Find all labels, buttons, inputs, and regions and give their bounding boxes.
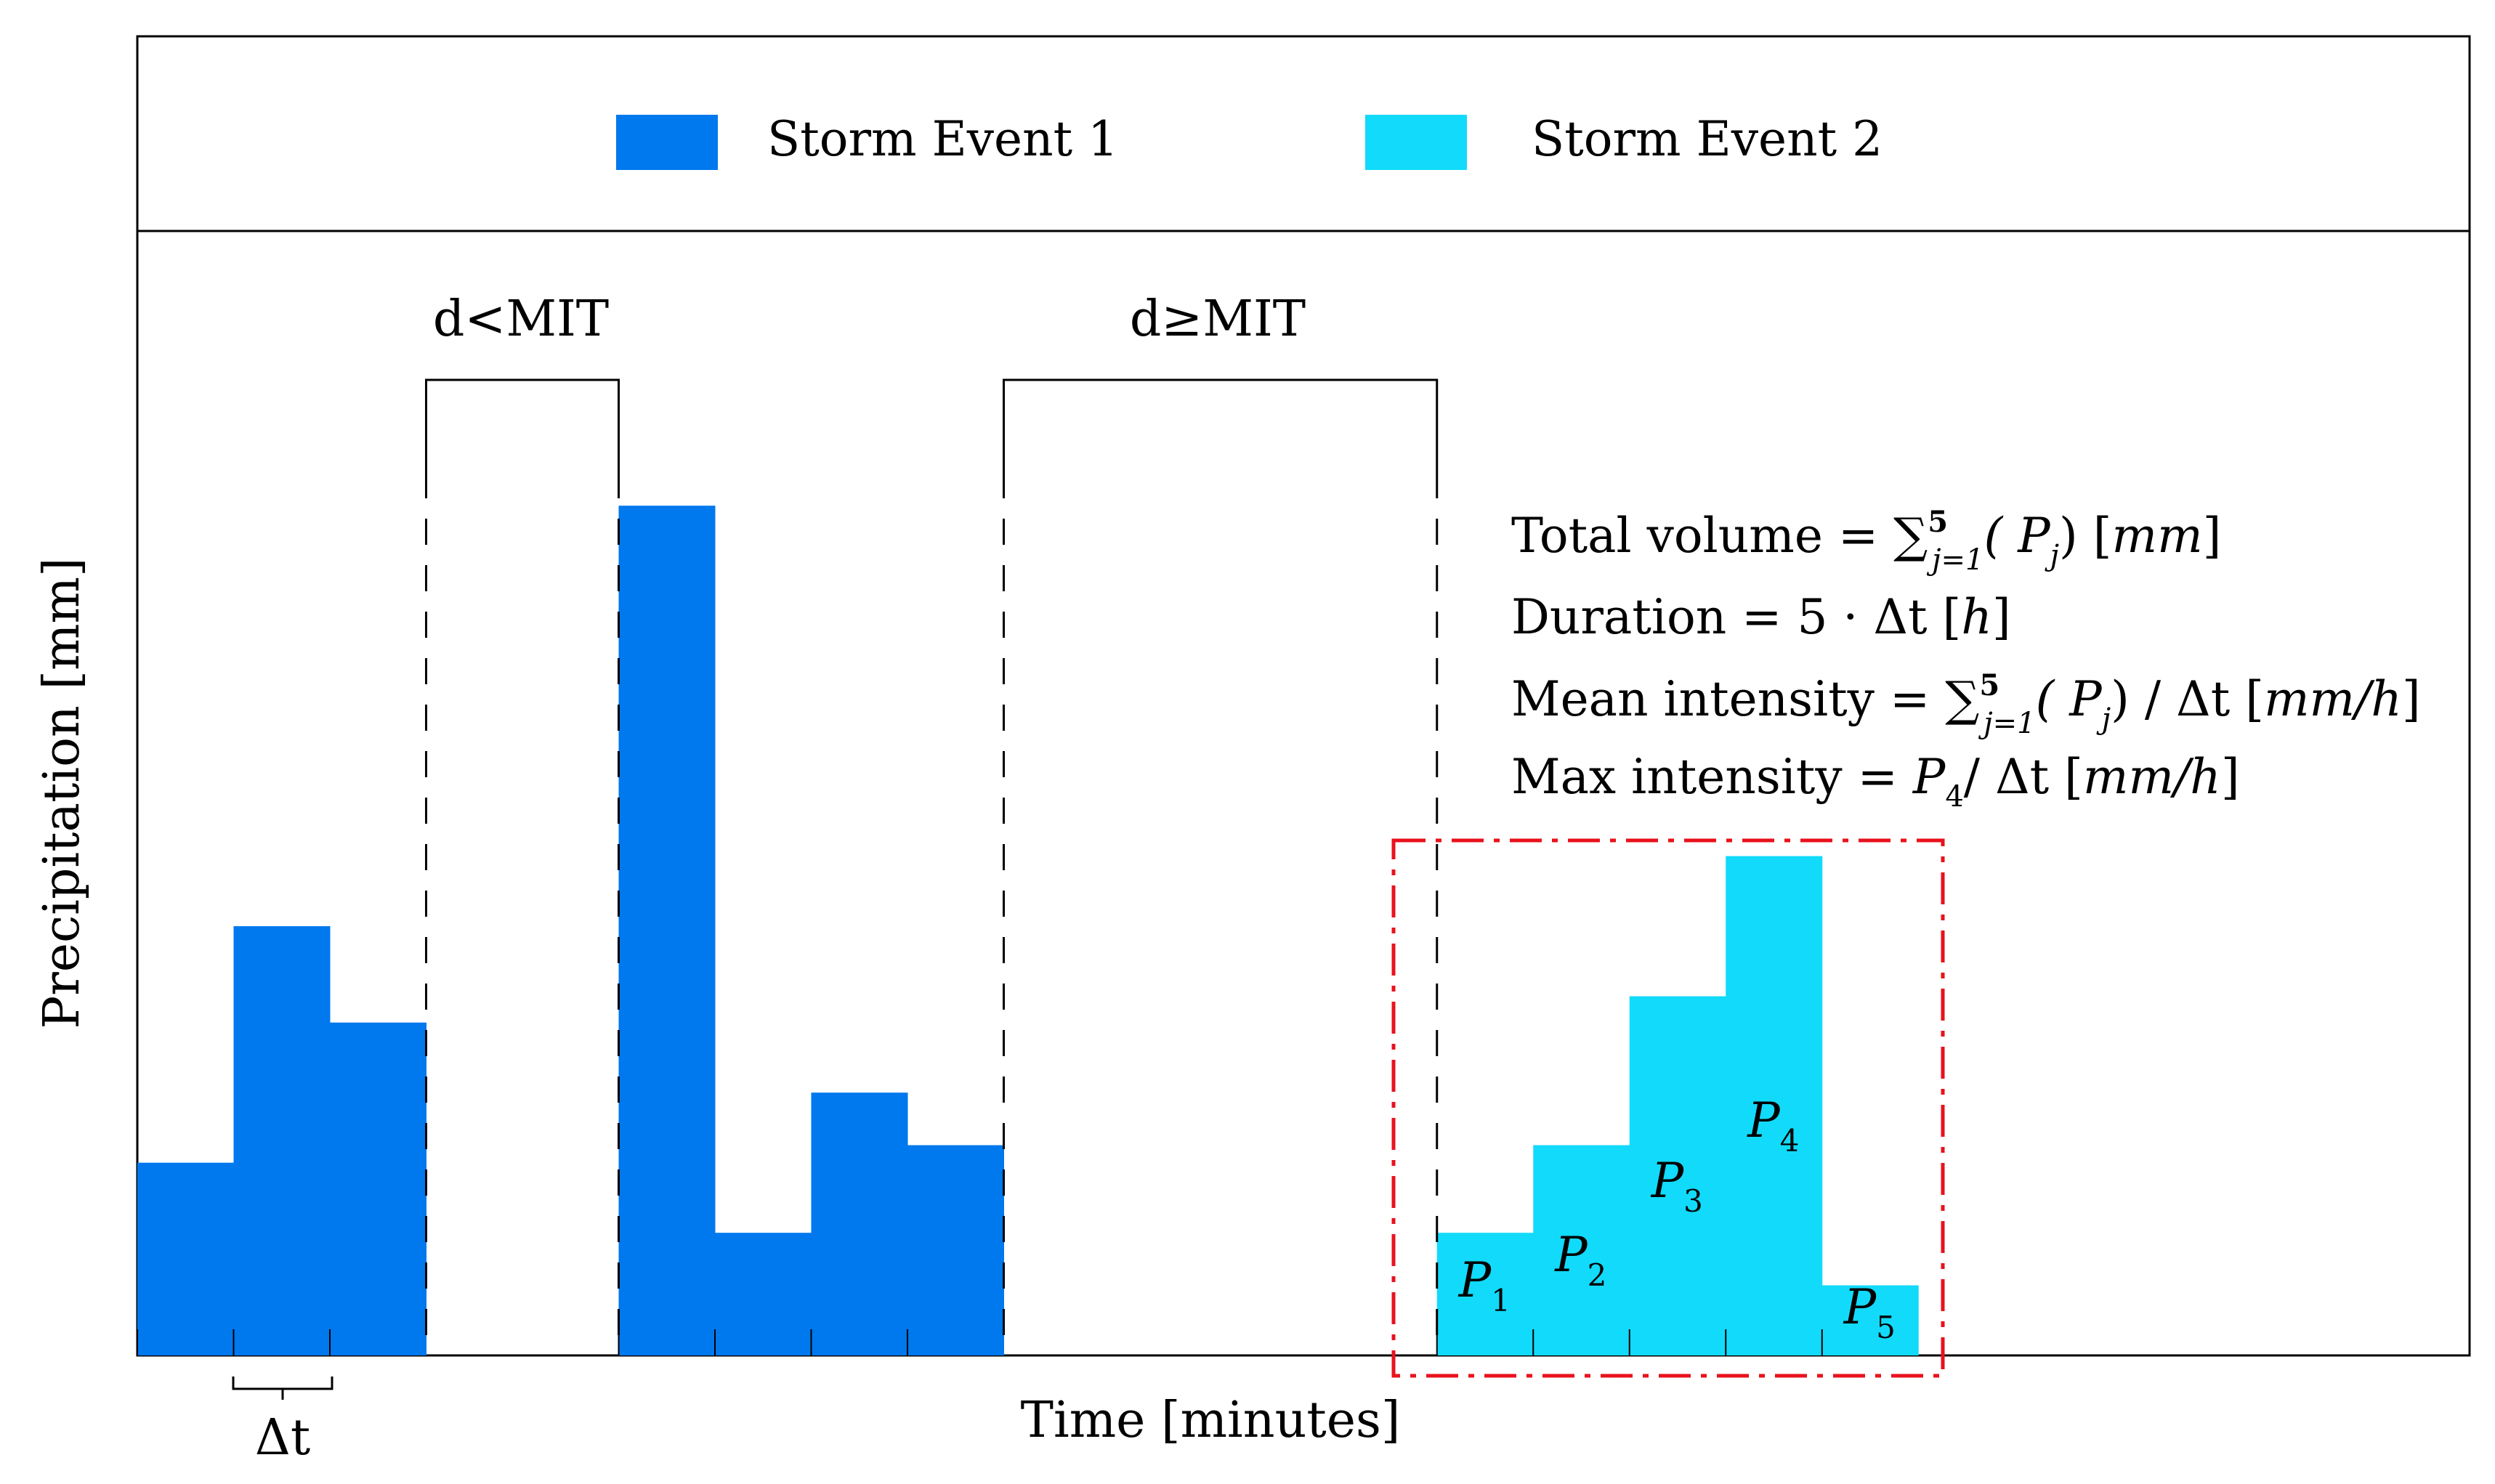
bar-label-p2-sub: 2 [1588,1257,1607,1293]
gap-label-greater-equal-mit: d≥MIT [1130,291,1306,348]
bar-label-p2: P2 [1554,1227,1606,1293]
bar-series-1-7 [907,1145,1004,1355]
bar-label-p4: P4 [1747,1092,1799,1159]
formula-mean-intensity-unit: mm/h [2264,671,2402,727]
bars-group [137,506,1919,1356]
bar-label-p3-var: P [1651,1153,1685,1209]
formula-max-intensity-close: ] [2221,749,2240,805]
formula-block: Total volume = ∑5 j=1( Pj) [mm] Duration … [1511,505,2421,814]
bar-series-2-5 [1821,1285,1919,1355]
storm-event-2-highlight-box [1391,838,1945,1378]
formula-mean-intensity: Mean intensity = ∑5 j=1( Pj) / Δt [mm/h] [1511,668,2421,740]
formula-max-intensity-suffix: / Δt [ [1964,749,2083,805]
formula-total-volume-unit: mm [2112,508,2203,564]
formula-duration-close: ] [1992,589,2011,645]
legend-box [136,35,2471,232]
bar-label-p2-var: P [1554,1227,1588,1283]
bar-label-p1-sub: 1 [1491,1283,1511,1318]
gap-brackets [425,378,1439,1355]
bar-label-p3-sub: 3 [1683,1183,1703,1219]
bar-series-1-1 [137,1162,234,1355]
formula-duration-unit: h [1961,589,1992,645]
bar-label-p5-var: P [1843,1279,1877,1335]
legend-label-storm-event-2: Storm Event 2 [1532,111,1883,167]
legend-swatch-storm-event-2 [1365,115,1467,170]
bar-series-1-5 [715,1233,812,1355]
formula-mean-intensity-prefix: Mean intensity = ∑ [1511,671,1979,727]
formula-max-intensity: Max intensity = P4/ Δt [mm/h] [1511,749,2240,814]
bar-label-p3: P3 [1651,1153,1703,1219]
formula-total-volume-mid: ( P [1984,508,2051,564]
bar-series-2-2 [1533,1145,1630,1355]
formula-total-volume-suffix: ) [ [2059,508,2111,564]
legend-label-storm-event-1: Storm Event 1 [767,111,1118,167]
bar-label-p1: P1 [1458,1252,1511,1318]
formula-max-intensity-prefix: Max intensity = [1511,749,1913,805]
formula-total-volume: Total volume = ∑5 j=1( Pj) [mm] [1511,505,2221,577]
dt-label: Δt [255,1409,310,1467]
gap-bracket-1 [425,378,620,472]
bar-series-1-2 [233,926,331,1355]
formula-mean-intensity-mid: ( P [2036,671,2103,727]
formula-total-volume-sup: 5 [1928,505,1948,539]
x-axis-ticks [137,1329,1823,1355]
formula-mean-intensity-close: ] [2402,671,2421,727]
formula-duration: Duration = 5 · Δt [h] [1511,589,2011,645]
formula-duration-prefix: Duration = 5 · Δt [ [1511,589,1961,645]
formula-total-volume-prefix: Total volume = ∑ [1511,508,1928,564]
bar-label-p1-var: P [1458,1252,1492,1308]
bar-series-1-4 [618,506,716,1356]
legend-swatch-storm-event-1 [616,115,718,170]
bar-label-p5-sub: 5 [1876,1310,1896,1345]
x-axis-label: Time [minutes] [1021,1392,1401,1449]
bar-series-1-6 [811,1092,908,1355]
dt-bracket [232,1376,333,1400]
formula-max-intensity-var: P [1912,749,1946,805]
bar-series-2-1 [1436,1233,1534,1355]
bar-label-p4-sub: 4 [1780,1123,1800,1159]
formula-max-intensity-var-sub: 4 [1945,780,1963,814]
formula-mean-intensity-sub: j=1 [1978,707,2035,740]
bar-series-2-3 [1629,996,1726,1355]
formula-total-volume-close: ] [2203,508,2222,564]
bar-series-1-3 [330,1022,426,1355]
gap-label-less-than-mit: d<MIT [433,291,609,348]
y-axis-label: Precipitation [mm] [33,558,91,1029]
formula-mean-intensity-suffix: ) / Δt [ [2111,671,2264,727]
bar-label-p4-var: P [1747,1092,1781,1148]
bar-series-2-4 [1726,856,1823,1355]
gap-bracket-2 [1003,378,1439,472]
formula-max-intensity-unit: mm/h [2083,749,2221,805]
formula-mean-intensity-sup: 5 [1979,668,1999,702]
plot-frame [136,230,2471,1357]
formula-total-volume-sub: j=1 [1926,543,1984,577]
bar-label-p5: P5 [1843,1279,1896,1345]
